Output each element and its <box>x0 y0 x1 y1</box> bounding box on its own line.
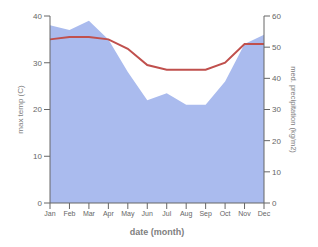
svg-text:May: May <box>121 210 135 218</box>
svg-text:Jan: Jan <box>44 210 55 217</box>
svg-text:20: 20 <box>33 105 42 114</box>
svg-text:10: 10 <box>33 152 42 161</box>
svg-text:date (month): date (month) <box>130 227 185 237</box>
svg-text:Sep: Sep <box>199 210 212 218</box>
svg-text:Aug: Aug <box>180 210 193 218</box>
svg-text:Oct: Oct <box>220 210 231 217</box>
svg-text:med. precipitation (kg/m2): med. precipitation (kg/m2) <box>289 66 298 153</box>
svg-text:Mar: Mar <box>83 210 96 217</box>
svg-text:40: 40 <box>33 12 42 21</box>
svg-text:Apr: Apr <box>103 210 115 218</box>
svg-text:Dec: Dec <box>258 210 271 217</box>
svg-text:30: 30 <box>33 59 42 68</box>
svg-text:50: 50 <box>272 43 281 52</box>
svg-text:max temp (C): max temp (C) <box>16 85 25 134</box>
svg-text:0: 0 <box>272 199 277 208</box>
svg-text:Nov: Nov <box>238 210 251 217</box>
svg-text:Jul: Jul <box>162 210 171 217</box>
svg-text:Feb: Feb <box>63 210 75 217</box>
svg-text:0: 0 <box>38 199 43 208</box>
svg-text:60: 60 <box>272 12 281 21</box>
svg-text:40: 40 <box>272 74 281 83</box>
svg-text:10: 10 <box>272 168 281 177</box>
svg-text:20: 20 <box>272 137 281 146</box>
svg-text:30: 30 <box>272 105 281 114</box>
svg-text:Jun: Jun <box>142 210 153 217</box>
